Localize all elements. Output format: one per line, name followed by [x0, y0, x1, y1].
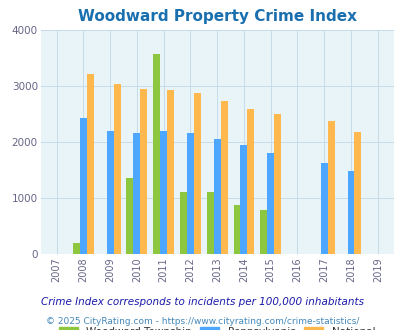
Bar [247, 109, 254, 254]
Bar [266, 153, 273, 254]
Bar [220, 101, 227, 254]
Bar [133, 133, 140, 254]
Bar [194, 93, 200, 254]
Bar [320, 163, 327, 254]
Bar [73, 243, 80, 254]
Bar [80, 118, 87, 254]
Bar [327, 121, 334, 254]
Bar [347, 171, 354, 254]
Bar [113, 83, 120, 254]
Bar [233, 205, 240, 254]
Bar [260, 210, 266, 254]
Bar [206, 192, 213, 254]
Legend: Woodward Township, Pennsylvania, National: Woodward Township, Pennsylvania, Nationa… [59, 327, 374, 330]
Bar [107, 131, 113, 254]
Bar [87, 74, 94, 254]
Bar [187, 133, 194, 254]
Bar [354, 132, 360, 254]
Bar [273, 114, 281, 254]
Bar [126, 178, 133, 254]
Bar [240, 145, 247, 254]
Bar [167, 90, 174, 254]
Bar [153, 54, 160, 254]
Bar [140, 88, 147, 254]
Title: Woodward Property Crime Index: Woodward Property Crime Index [77, 9, 356, 24]
Bar [179, 192, 187, 254]
Bar [213, 139, 220, 254]
Text: © 2025 CityRating.com - https://www.cityrating.com/crime-statistics/: © 2025 CityRating.com - https://www.city… [46, 317, 359, 326]
Text: Crime Index corresponds to incidents per 100,000 inhabitants: Crime Index corresponds to incidents per… [41, 297, 364, 307]
Bar [160, 131, 167, 254]
